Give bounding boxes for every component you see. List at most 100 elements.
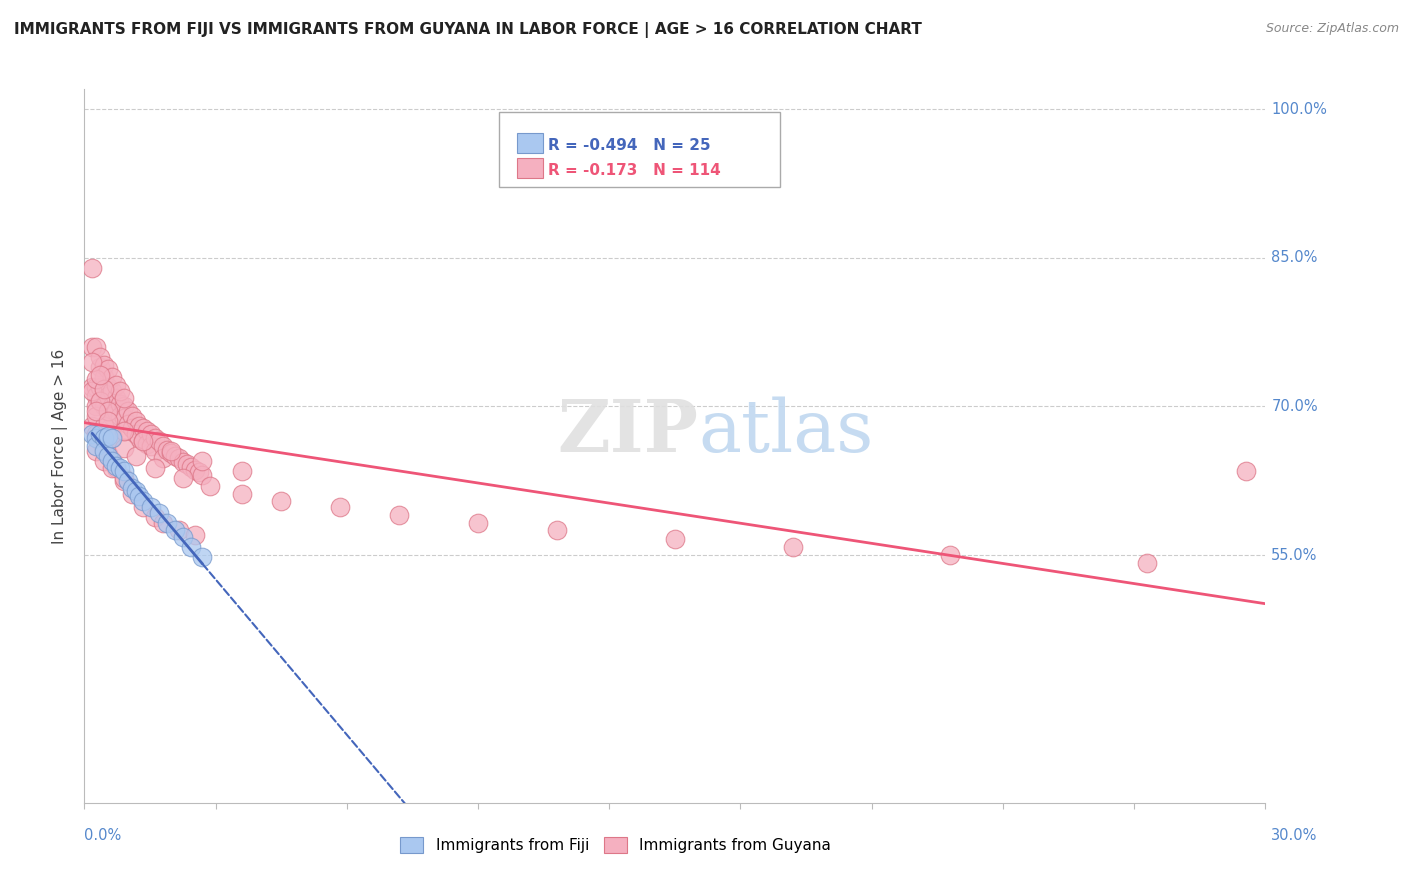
- Point: [191, 549, 214, 564]
- Point: [143, 444, 166, 458]
- Point: [156, 442, 179, 457]
- Point: [82, 384, 104, 399]
- Point: [117, 404, 139, 418]
- Point: [89, 434, 111, 448]
- Y-axis label: In Labor Force | Age > 16: In Labor Force | Age > 16: [52, 349, 69, 543]
- Point: [141, 500, 163, 515]
- Point: [101, 431, 124, 445]
- Point: [117, 474, 139, 488]
- Point: [101, 409, 124, 424]
- Point: [97, 447, 120, 461]
- Point: [143, 460, 166, 475]
- Point: [939, 548, 962, 562]
- Point: [467, 516, 489, 531]
- Point: [141, 439, 163, 453]
- Point: [101, 384, 124, 399]
- Point: [97, 404, 120, 418]
- Point: [231, 486, 253, 500]
- Point: [124, 414, 146, 428]
- Point: [84, 389, 107, 403]
- Point: [93, 382, 115, 396]
- Point: [89, 359, 111, 374]
- Point: [108, 409, 131, 424]
- Point: [108, 397, 131, 411]
- Point: [97, 404, 120, 418]
- Text: 70.0%: 70.0%: [1271, 399, 1317, 414]
- Point: [84, 400, 107, 414]
- Text: 30.0%: 30.0%: [1271, 828, 1317, 843]
- Point: [167, 450, 190, 465]
- Point: [132, 434, 155, 448]
- Point: [112, 441, 135, 455]
- Point: [546, 523, 568, 537]
- Point: [180, 459, 202, 474]
- Text: 100.0%: 100.0%: [1271, 102, 1327, 117]
- Point: [148, 434, 170, 448]
- Point: [101, 460, 124, 475]
- Point: [231, 464, 253, 478]
- Point: [124, 427, 146, 442]
- Point: [141, 427, 163, 442]
- Point: [84, 371, 107, 385]
- Point: [132, 500, 155, 515]
- Point: [97, 361, 120, 376]
- Point: [93, 441, 115, 455]
- Text: Source: ZipAtlas.com: Source: ZipAtlas.com: [1265, 22, 1399, 36]
- Point: [97, 414, 120, 428]
- Point: [82, 427, 104, 442]
- Point: [121, 409, 143, 424]
- Point: [121, 486, 143, 500]
- Point: [183, 528, 205, 542]
- Point: [101, 431, 124, 445]
- Point: [187, 465, 209, 479]
- Point: [172, 455, 194, 469]
- Point: [97, 379, 120, 393]
- Point: [270, 493, 292, 508]
- Point: [132, 434, 155, 448]
- Point: [93, 369, 115, 384]
- Point: [163, 449, 186, 463]
- Point: [152, 450, 174, 465]
- Point: [136, 437, 159, 451]
- Point: [200, 478, 222, 492]
- Point: [104, 404, 127, 418]
- Point: [101, 400, 124, 414]
- Point: [93, 444, 115, 458]
- Point: [128, 419, 150, 434]
- Point: [112, 464, 135, 478]
- Point: [101, 369, 124, 384]
- Point: [112, 424, 135, 438]
- Point: [89, 394, 111, 409]
- Point: [89, 379, 111, 393]
- Point: [121, 481, 143, 495]
- Point: [104, 392, 127, 406]
- Point: [89, 427, 111, 442]
- Point: [128, 431, 150, 445]
- Point: [93, 431, 115, 445]
- Point: [97, 389, 120, 403]
- Point: [112, 392, 135, 406]
- Point: [82, 340, 104, 354]
- Point: [112, 471, 135, 485]
- Point: [104, 458, 127, 473]
- Point: [84, 444, 107, 458]
- Point: [136, 424, 159, 438]
- Point: [148, 507, 170, 521]
- Point: [388, 508, 411, 523]
- Point: [176, 457, 198, 471]
- Point: [132, 493, 155, 508]
- Point: [93, 384, 115, 399]
- Text: R = -0.173   N = 114: R = -0.173 N = 114: [548, 163, 721, 178]
- Point: [101, 429, 124, 443]
- Point: [117, 417, 139, 432]
- Point: [1136, 556, 1159, 570]
- Point: [163, 523, 186, 537]
- Point: [191, 454, 214, 468]
- Point: [101, 454, 124, 468]
- Text: atlas: atlas: [699, 396, 875, 467]
- Point: [84, 340, 107, 354]
- Point: [93, 454, 115, 468]
- Point: [329, 500, 352, 515]
- Point: [108, 384, 131, 399]
- Point: [84, 404, 107, 418]
